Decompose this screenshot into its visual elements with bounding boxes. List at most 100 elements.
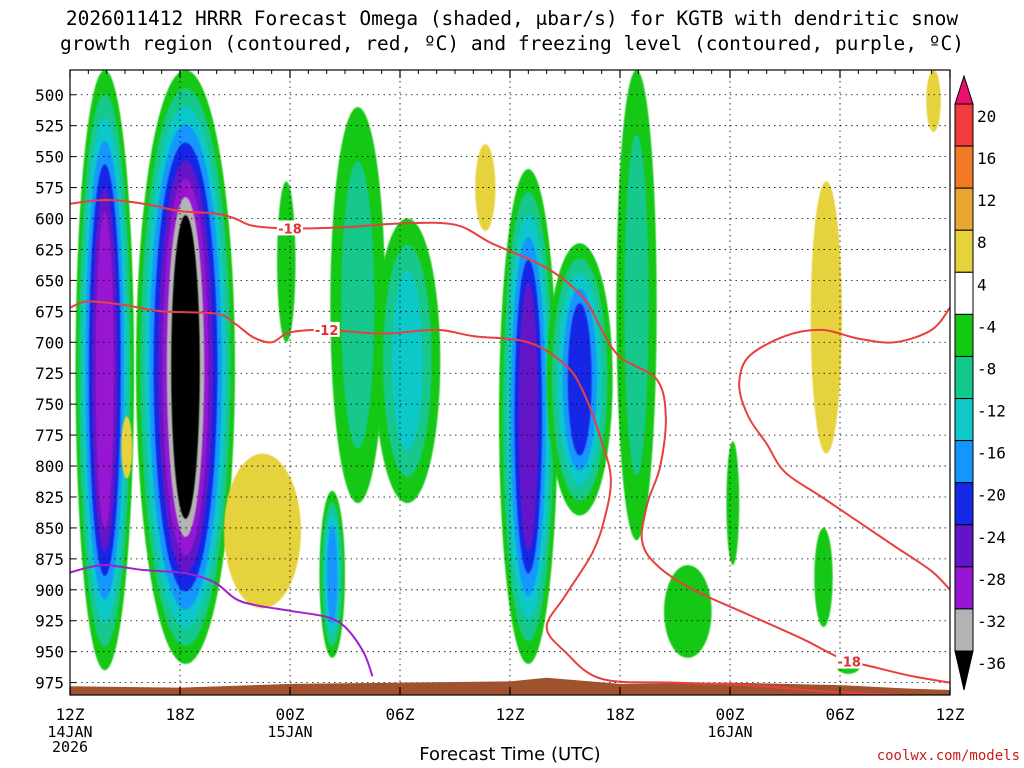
x-tick-label: 18Z (606, 705, 635, 724)
omega-level-minus-28 (95, 211, 115, 529)
omega-level-minus-4 (664, 565, 712, 658)
x-axis-label: Forecast Time (UTC) (419, 744, 601, 765)
y-tick-label: 525 (35, 117, 64, 136)
x-tick-label: 00Z (276, 705, 305, 724)
omega-feature-small-cell (726, 441, 740, 566)
y-tick-label: 650 (35, 271, 64, 290)
contour-label-bg (313, 321, 340, 337)
contours: -18 -12 -18 (70, 198, 950, 695)
colorbar-box (954, 566, 974, 610)
omega-level-minus-12 (391, 270, 423, 451)
y-tick-label: 825 (35, 488, 64, 507)
x-tick-label: 12Z (496, 705, 525, 724)
omega-level-minus-36 (171, 215, 200, 519)
colorbar-box (954, 440, 974, 484)
omega-feature-rising-cell-5 (926, 70, 941, 132)
omega-level-minus-24 (518, 282, 539, 551)
credit-text: coolwx.com/models (876, 748, 1020, 764)
colorbar-box (954, 271, 974, 315)
contour-dgz-minus-12 (70, 300, 896, 695)
y-tick-label: 975 (35, 674, 64, 693)
colorbar-label: -20 (977, 486, 1006, 505)
omega-level-minus-20 (567, 303, 592, 456)
y-tick-label: 800 (35, 457, 64, 476)
contour-dgz-minus-12-east (738, 306, 950, 591)
colorbar-label: 20 (977, 107, 996, 126)
omega-feature-narrow-column (277, 181, 296, 343)
contour-label: -18 (278, 222, 302, 237)
colorbar-box (954, 524, 974, 568)
y-tick-label: 675 (35, 302, 64, 321)
omega-level-minus-16 (327, 525, 338, 624)
y-tick-label: 950 (35, 643, 64, 662)
omega-level-minus-8 (624, 134, 649, 476)
colorbar-label: -8 (977, 359, 996, 378)
omega-level-4 (475, 144, 496, 231)
omega-feature-morning-column (75, 70, 135, 671)
omega-feature-afternoon-column-2 (546, 243, 613, 516)
omega-feature-strong-column (136, 70, 235, 664)
colorbar-label: 4 (977, 275, 987, 294)
omega-level-minus-4 (277, 181, 296, 343)
y-tick-label: 625 (35, 240, 64, 259)
colorbar: 20 16 12 8 4 -4 -8 -12 -16 -20 -24 -28 -32 -36 (954, 74, 1006, 691)
omega-level-4 (121, 416, 133, 479)
colorbar-box (954, 187, 974, 231)
omega-level-4 (926, 70, 941, 132)
colorbar-box (954, 608, 974, 652)
contour-label-bg (836, 653, 863, 669)
colorbar-label: -28 (977, 570, 1006, 589)
omega-feature-rising-cell-2 (224, 453, 301, 609)
y-tick-label: 900 (35, 581, 64, 600)
colorbar-box (954, 313, 974, 357)
omega-level-minus-4 (814, 527, 833, 627)
y-tick-label: 700 (35, 333, 64, 352)
colorbar-box (954, 103, 974, 147)
x-tick-sublabel: 2026 (52, 738, 88, 756)
x-tick-sublabel: 15JAN (267, 723, 312, 741)
omega-shading (75, 70, 941, 674)
omega-feature-rising-cell-4 (810, 181, 842, 454)
omega-feature-late-cell (664, 565, 712, 658)
omega-feature-upper-strip (616, 70, 657, 541)
colorbar-label: 12 (977, 191, 996, 210)
contour-label-bg (277, 220, 303, 236)
x-tick-label: 06Z (826, 705, 855, 724)
omega-feature-afternoon-column (499, 169, 558, 664)
y-tick-label: 500 (35, 86, 64, 105)
colorbar-box (954, 482, 974, 526)
y-tick-label: 725 (35, 364, 64, 383)
contour-freezing-level (70, 563, 374, 677)
omega-feature-rising-cell-3 (475, 144, 496, 231)
x-tick-label: 06Z (386, 705, 415, 724)
omega-feature-rising-cell-1 (121, 416, 133, 479)
colorbar-box (954, 145, 974, 189)
colorbar-label: 8 (977, 233, 987, 252)
omega-feature-low-cell (319, 490, 346, 658)
y-axis: 500 525 550 575 600 625 650 675 700 725 750 775 800 8… (35, 86, 76, 693)
x-tick-label: 12Z (56, 705, 85, 724)
omega-level-minus-4 (726, 441, 740, 566)
contour-dgz-minus-18 (70, 198, 950, 684)
x-tick-sublabel: 14JAN (47, 723, 92, 741)
y-tick-label: 575 (35, 179, 64, 198)
y-tick-label: 600 (35, 210, 64, 229)
colorbar-label: -12 (977, 402, 1006, 421)
x-tick-label: 18Z (166, 705, 195, 724)
colorbar-box (954, 229, 974, 273)
omega-feature-small-cell-2 (814, 527, 833, 627)
colorbar-top-triangle (954, 74, 974, 105)
y-tick-label: 775 (35, 426, 64, 445)
contour-label: -12 (315, 324, 339, 339)
colorbar-label: 16 (977, 149, 996, 168)
y-tick-label: 550 (35, 148, 64, 167)
y-tick-label: 875 (35, 550, 64, 569)
omega-level-4 (224, 453, 301, 609)
omega-level-4 (810, 181, 842, 454)
colorbar-label: -4 (977, 317, 996, 336)
y-tick-label: 850 (35, 519, 64, 538)
x-tick-label: 00Z (716, 705, 745, 724)
omega-level-minus-8 (341, 161, 375, 449)
